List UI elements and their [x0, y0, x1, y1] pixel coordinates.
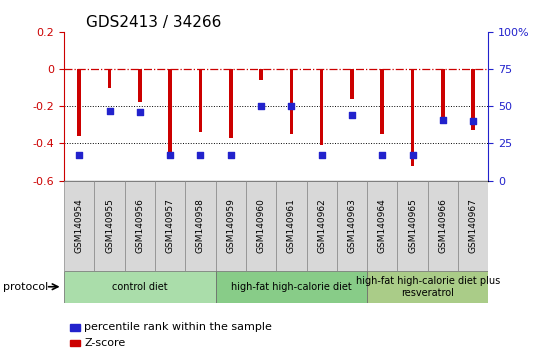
Text: GDS2413 / 34266: GDS2413 / 34266: [86, 15, 222, 30]
Bar: [320, 69, 324, 145]
Point: [378, 153, 387, 158]
Text: protocol: protocol: [3, 282, 48, 292]
Bar: [458, 181, 488, 271]
Text: GSM140954: GSM140954: [75, 198, 84, 253]
Point: [287, 103, 296, 109]
Bar: [215, 271, 367, 303]
Point: [257, 103, 266, 109]
Bar: [94, 181, 125, 271]
Text: GSM140959: GSM140959: [227, 198, 235, 253]
Text: GSM140963: GSM140963: [348, 198, 357, 253]
Bar: [472, 69, 475, 130]
Text: GSM140956: GSM140956: [136, 198, 145, 253]
Point: [136, 109, 145, 115]
Bar: [290, 69, 293, 134]
Point: [439, 117, 448, 122]
Point: [317, 153, 326, 158]
Bar: [350, 69, 354, 99]
Text: GSM140961: GSM140961: [287, 198, 296, 253]
Bar: [246, 181, 276, 271]
Text: GSM140957: GSM140957: [166, 198, 175, 253]
Text: GSM140965: GSM140965: [408, 198, 417, 253]
Text: GSM140960: GSM140960: [257, 198, 266, 253]
Text: GSM140955: GSM140955: [105, 198, 114, 253]
Bar: [427, 181, 458, 271]
Bar: [259, 69, 263, 80]
Bar: [64, 271, 215, 303]
Text: Z-score: Z-score: [84, 338, 126, 348]
Bar: [367, 181, 397, 271]
Bar: [367, 271, 488, 303]
Bar: [276, 181, 306, 271]
Text: GSM140962: GSM140962: [317, 198, 326, 253]
Point: [75, 153, 84, 158]
Bar: [337, 181, 367, 271]
Text: GSM140966: GSM140966: [439, 198, 448, 253]
Bar: [78, 69, 81, 136]
Point: [166, 153, 175, 158]
Bar: [64, 181, 94, 271]
Bar: [199, 69, 203, 132]
Point: [227, 153, 235, 158]
Bar: [155, 181, 185, 271]
Bar: [185, 181, 215, 271]
Point: [469, 118, 478, 124]
Bar: [397, 181, 427, 271]
Bar: [411, 69, 415, 166]
Text: control diet: control diet: [112, 282, 168, 292]
Bar: [306, 181, 337, 271]
Point: [348, 112, 357, 118]
Text: percentile rank within the sample: percentile rank within the sample: [84, 322, 272, 332]
Point: [196, 153, 205, 158]
Text: GSM140967: GSM140967: [469, 198, 478, 253]
Bar: [215, 181, 246, 271]
Bar: [108, 69, 112, 87]
Bar: [125, 181, 155, 271]
Bar: [229, 69, 233, 138]
Bar: [381, 69, 384, 134]
Text: GSM140958: GSM140958: [196, 198, 205, 253]
Bar: [138, 69, 142, 103]
Text: GSM140964: GSM140964: [378, 198, 387, 253]
Bar: [441, 69, 445, 121]
Text: high-fat high-calorie diet: high-fat high-calorie diet: [231, 282, 352, 292]
Point: [408, 153, 417, 158]
Text: high-fat high-calorie diet plus
resveratrol: high-fat high-calorie diet plus resverat…: [355, 276, 500, 298]
Point: [105, 108, 114, 114]
Bar: [169, 69, 172, 153]
